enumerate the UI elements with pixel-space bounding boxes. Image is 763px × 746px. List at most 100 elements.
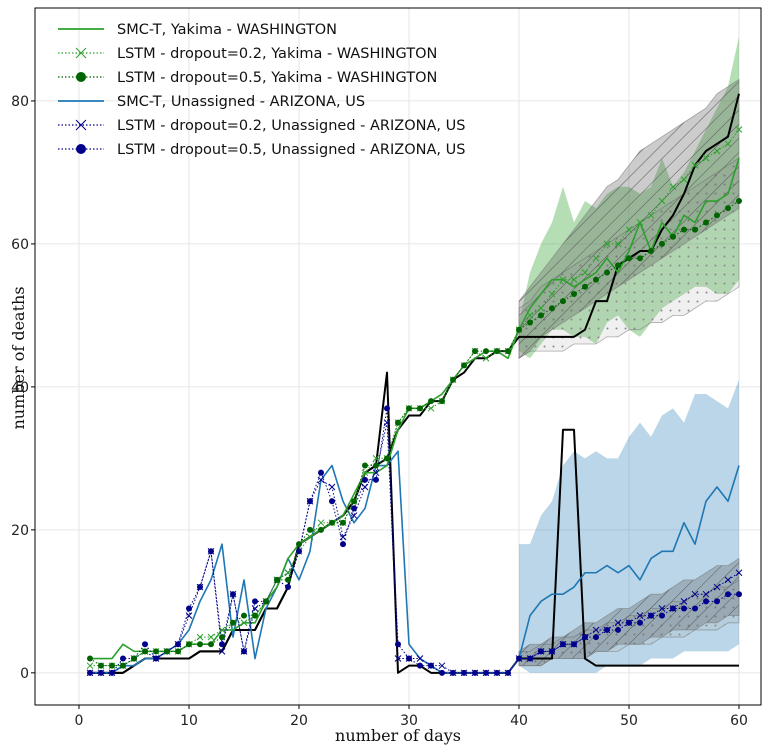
dot-marker-lstm05-washington (637, 255, 643, 261)
dot-marker-lstm05-arizona (593, 634, 599, 640)
dot-marker-lstm05-arizona (186, 605, 192, 611)
dot-marker-lstm05-washington (417, 405, 423, 411)
dot-marker-lstm05-arizona (692, 605, 698, 611)
dot-marker-lstm05-washington (186, 641, 192, 647)
dot-marker-lstm05-arizona (285, 584, 291, 590)
dot-marker-lstm05-washington (582, 284, 588, 290)
dot-marker-lstm05-arizona (538, 648, 544, 654)
dot-marker-lstm05-washington (703, 219, 709, 225)
dot-marker-lstm05-washington (461, 362, 467, 368)
x-tick-label: 0 (75, 713, 84, 729)
dot-marker-lstm05-washington (736, 198, 742, 204)
dot-marker-lstm05-arizona (109, 670, 115, 676)
dot-marker-lstm05-arizona (472, 670, 478, 676)
legend-entry: LSTM - dropout=0.2, Yakima - WASHINGTON (58, 46, 437, 62)
x-tick-label: 20 (290, 713, 308, 729)
dot-marker-lstm05-arizona (571, 641, 577, 647)
dot-marker-lstm05-arizona (175, 641, 181, 647)
dot-marker-lstm05-washington (263, 598, 269, 604)
y-tick-label: 60 (11, 237, 29, 253)
dot-marker-lstm05-washington (208, 641, 214, 647)
legend-entry: SMC-T, Unassigned - ARIZONA, US (58, 94, 365, 110)
dot-marker-lstm05-washington (648, 248, 654, 254)
x-marker-lstm02-washington (197, 634, 203, 640)
dot-marker-lstm05-washington (593, 277, 599, 283)
dot-marker-lstm05-arizona (384, 405, 390, 411)
dot-marker-lstm05-arizona (604, 627, 610, 633)
dot-marker-lstm05-arizona (648, 613, 654, 619)
dot-marker-lstm05-washington (252, 613, 258, 619)
dot-marker-lstm05-washington (153, 648, 159, 654)
legend-label: LSTM - dropout=0.5, Unassigned - ARIZONA… (117, 142, 465, 158)
dot-marker-lstm05-washington (131, 656, 137, 662)
legend: SMC-T, Yakima - WASHINGTON LSTM - dropout… (58, 22, 465, 158)
dot-marker-lstm05-arizona (307, 498, 313, 504)
legend-entry: LSTM - dropout=0.2, Unassigned - ARIZONA… (58, 118, 465, 134)
dot-marker-lstm05-arizona (197, 584, 203, 590)
legend-label: SMC-T, Unassigned - ARIZONA, US (117, 94, 365, 110)
dot-marker-lstm05-washington (197, 641, 203, 647)
y-axis-label: number of deaths (9, 286, 28, 429)
x-axis-label: number of days (335, 726, 461, 745)
legend-entry: LSTM - dropout=0.5, Unassigned - ARIZONA… (58, 142, 465, 158)
dot-marker-lstm05-washington (120, 663, 126, 669)
dot-marker-lstm05-arizona (494, 670, 500, 676)
dot-marker-lstm05-washington (659, 241, 665, 247)
dot-marker-lstm05-washington (681, 227, 687, 233)
dot-marker-lstm05-washington (219, 634, 225, 640)
dot-marker-lstm05-arizona (703, 598, 709, 604)
dot-marker-lstm05-washington (428, 398, 434, 404)
dot-marker-lstm05-washington (538, 312, 544, 318)
dot-marker-lstm05-arizona (87, 670, 93, 676)
dot-marker-lstm05-arizona (153, 656, 159, 662)
dot-marker-lstm05-arizona (450, 670, 456, 676)
x-tick-label: 40 (510, 713, 528, 729)
dot-marker-lstm05-arizona (208, 548, 214, 554)
dot-marker-lstm05-washington (87, 656, 93, 662)
dot-marker-lstm05-washington (406, 405, 412, 411)
dot-marker-lstm05-arizona (736, 591, 742, 597)
legend-swatch-x-marker (76, 48, 86, 58)
x-marker-lstm02-arizona (329, 484, 335, 490)
dot-marker-lstm05-washington (626, 255, 632, 261)
dot-marker-lstm05-arizona (615, 627, 621, 633)
dot-marker-lstm05-arizona (241, 648, 247, 654)
dot-marker-lstm05-arizona (373, 477, 379, 483)
dot-marker-lstm05-washington (142, 648, 148, 654)
dot-marker-lstm05-arizona (461, 670, 467, 676)
dot-marker-lstm05-arizona (395, 641, 401, 647)
legend-label: SMC-T, Yakima - WASHINGTON (117, 22, 337, 38)
y-tick-label: 0 (20, 666, 29, 682)
dot-marker-lstm05-washington (472, 348, 478, 354)
dot-marker-lstm05-arizona (549, 648, 555, 654)
dot-marker-lstm05-arizona (626, 620, 632, 626)
dot-marker-lstm05-arizona (417, 663, 423, 669)
dot-marker-lstm05-washington (307, 527, 313, 533)
dot-marker-lstm05-arizona (659, 613, 665, 619)
x-marker-lstm02-arizona (417, 656, 423, 662)
legend-swatch-dot-marker (76, 72, 86, 82)
dot-marker-lstm05-arizona (252, 598, 258, 604)
dot-marker-lstm05-arizona (637, 620, 643, 626)
dot-marker-lstm05-washington (692, 227, 698, 233)
dot-marker-lstm05-washington (351, 498, 357, 504)
dot-marker-lstm05-arizona (98, 670, 104, 676)
dot-marker-lstm05-washington (384, 455, 390, 461)
dot-marker-lstm05-washington (571, 291, 577, 297)
legend-label: LSTM - dropout=0.5, Yakima - WASHINGTON (117, 70, 437, 86)
dot-marker-lstm05-arizona (516, 656, 522, 662)
dot-marker-lstm05-washington (615, 262, 621, 268)
legend-label: LSTM - dropout=0.2, Yakima - WASHINGTON (117, 46, 437, 62)
dot-marker-lstm05-washington (274, 577, 280, 583)
dot-marker-lstm05-washington (318, 527, 324, 533)
dot-marker-lstm05-arizona (362, 477, 368, 483)
dot-marker-lstm05-arizona (318, 470, 324, 476)
dot-marker-lstm05-washington (175, 648, 181, 654)
dot-marker-lstm05-washington (505, 348, 511, 354)
dot-marker-lstm05-washington (340, 520, 346, 526)
x-marker-lstm02-arizona (362, 484, 368, 490)
y-tick-label: 80 (11, 94, 29, 110)
dot-marker-lstm05-arizona (219, 641, 225, 647)
dot-marker-lstm05-washington (439, 398, 445, 404)
dot-marker-lstm05-arizona (296, 548, 302, 554)
